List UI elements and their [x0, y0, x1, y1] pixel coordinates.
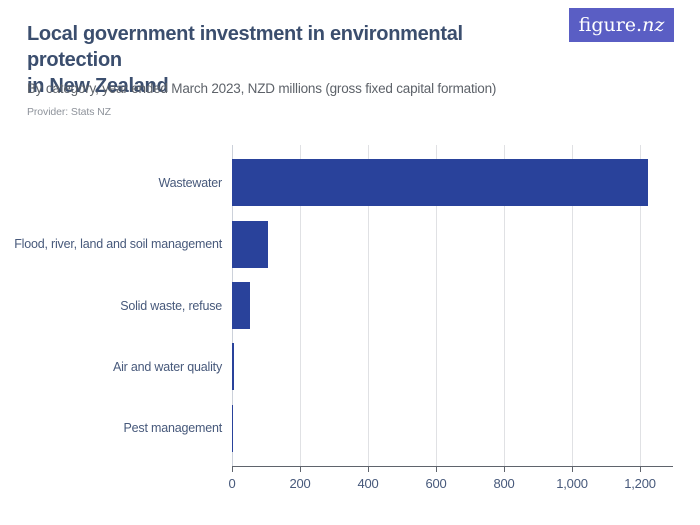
- category-label: Air and water quality: [112, 359, 222, 374]
- x-tick-label: 600: [425, 476, 447, 491]
- x-tick-label: 200: [289, 476, 311, 491]
- bar: [232, 343, 235, 391]
- bar: [232, 282, 251, 329]
- title-line-2: in New Zealand: [27, 75, 169, 97]
- x-axis-tick: [504, 467, 505, 472]
- x-axis-tick: [572, 467, 573, 472]
- logo-text: figure.nz: [578, 14, 665, 36]
- category-label: Solid waste, refuse: [120, 298, 222, 313]
- plot-area: 0 200 400 600 800 1,000 1,200: [228, 145, 673, 491]
- provider-note: Provider: Stats NZ: [27, 106, 111, 118]
- x-tick-label: 1,000: [556, 476, 588, 491]
- page-subtitle: By category, year ended March 2023, NZD …: [27, 81, 497, 96]
- bar: [232, 220, 269, 268]
- figure-nz-logo[interactable]: figure.nz: [569, 8, 674, 42]
- x-axis-tick: [232, 467, 233, 472]
- page-title: Local government investment in environme…: [27, 21, 557, 99]
- gridline: [504, 145, 505, 466]
- x-tick-label: 1,200: [624, 476, 656, 491]
- x-axis-tick: [436, 467, 437, 472]
- x-tick-label: 400: [357, 476, 379, 491]
- title-line-1: Local government investment in environme…: [27, 23, 463, 71]
- bar: [232, 159, 649, 207]
- x-axis-tick: [300, 467, 301, 472]
- bar-chart: 0 200 400 600 800 1,000 1,200 Wastewater Flood,…: [0, 145, 700, 505]
- x-tick-label: 800: [493, 476, 515, 491]
- category-label: Pest management: [123, 421, 223, 436]
- gridline: [572, 145, 573, 466]
- x-axis-tick: [368, 467, 369, 472]
- gridline: [436, 145, 437, 466]
- gridline: [640, 145, 641, 466]
- category-label: Wastewater: [158, 175, 222, 190]
- category-label: Flood, river, land and soil management: [14, 237, 222, 252]
- x-axis-line: [232, 466, 673, 467]
- x-tick-label: 0: [228, 476, 236, 491]
- gridline: [368, 145, 369, 466]
- x-axis-tick: [640, 467, 641, 472]
- gridline: [300, 145, 301, 466]
